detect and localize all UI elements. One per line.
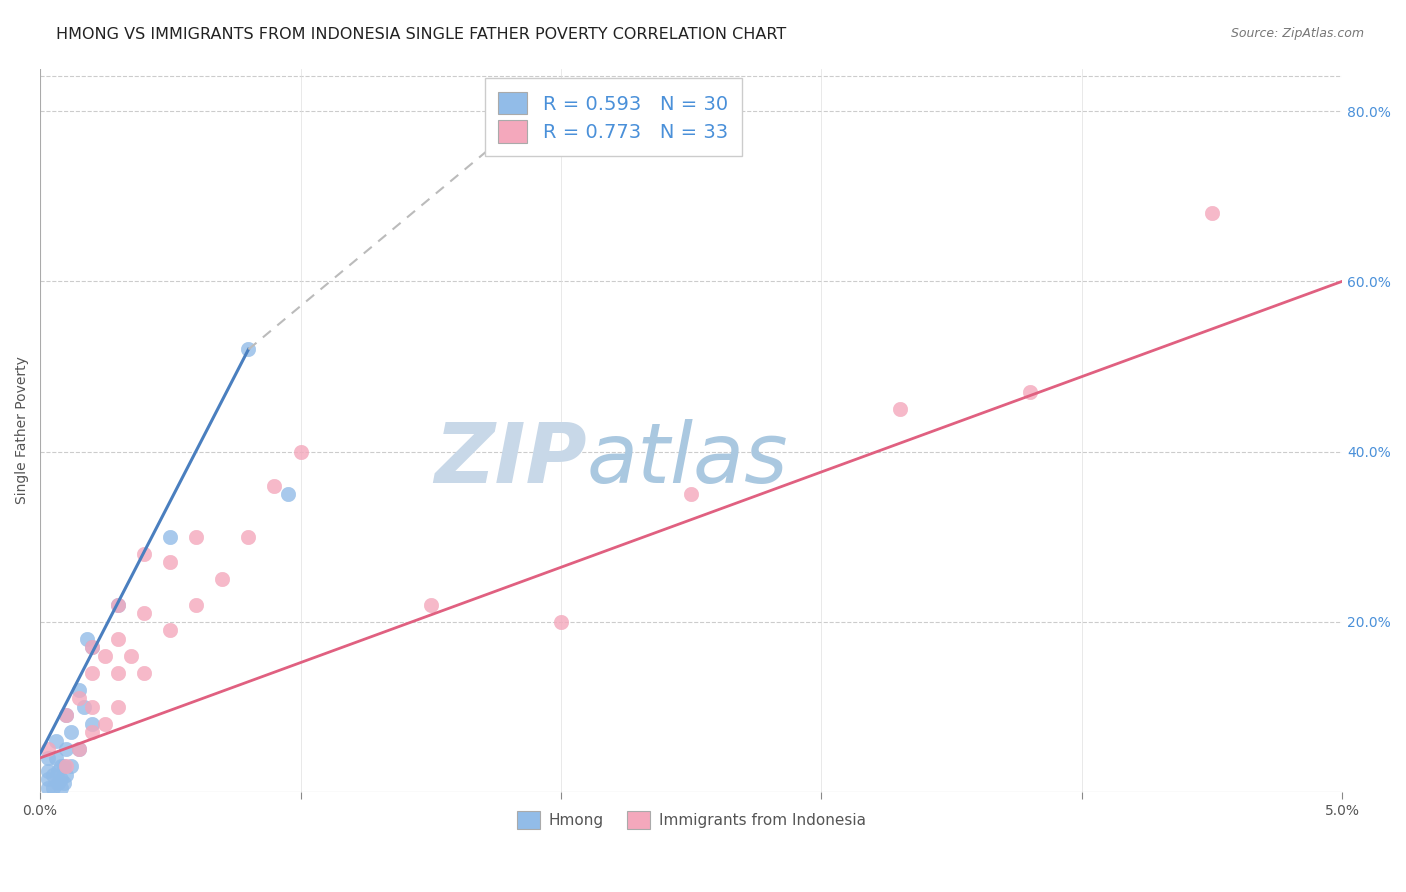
Point <box>67 682 90 697</box>
Point <box>46 776 69 790</box>
Point <box>55 768 77 782</box>
Point <box>159 624 181 638</box>
Point <box>186 598 208 612</box>
Point <box>82 717 104 731</box>
Point <box>550 615 572 629</box>
Point <box>263 478 285 492</box>
Point <box>107 632 129 646</box>
Text: atlas: atlas <box>588 418 789 500</box>
Point <box>82 725 104 739</box>
Point <box>37 751 59 765</box>
Point <box>82 665 104 680</box>
Point <box>46 764 69 778</box>
Point <box>159 555 181 569</box>
Point <box>82 640 104 655</box>
Point <box>186 530 208 544</box>
Point <box>42 780 65 795</box>
Point <box>55 708 77 723</box>
Point <box>238 343 260 357</box>
Point <box>120 648 142 663</box>
Text: HMONG VS IMMIGRANTS FROM INDONESIA SINGLE FATHER POVERTY CORRELATION CHART: HMONG VS IMMIGRANTS FROM INDONESIA SINGL… <box>56 27 786 42</box>
Point <box>37 764 59 778</box>
Point <box>49 772 72 787</box>
Point <box>1018 384 1040 399</box>
Point <box>134 606 156 620</box>
Point <box>290 444 312 458</box>
Point <box>134 547 156 561</box>
Point <box>107 598 129 612</box>
Text: Source: ZipAtlas.com: Source: ZipAtlas.com <box>1230 27 1364 40</box>
Point <box>49 759 72 773</box>
Point <box>238 530 260 544</box>
Point <box>82 699 104 714</box>
Point <box>55 759 77 773</box>
Point <box>107 699 129 714</box>
Point <box>159 530 181 544</box>
Point <box>419 598 441 612</box>
Point <box>37 780 59 795</box>
Point <box>49 780 72 795</box>
Point <box>60 725 83 739</box>
Point <box>67 742 90 756</box>
Point <box>73 699 96 714</box>
Point <box>55 742 77 756</box>
Point <box>82 640 104 655</box>
Point <box>45 751 67 765</box>
Point <box>52 759 75 773</box>
Point <box>67 691 90 706</box>
Point <box>94 648 117 663</box>
Y-axis label: Single Father Poverty: Single Father Poverty <box>15 356 30 504</box>
Point <box>276 487 298 501</box>
Point <box>45 734 67 748</box>
Point <box>67 742 90 756</box>
Point <box>37 772 59 787</box>
Point <box>37 742 59 756</box>
Point <box>94 717 117 731</box>
Point <box>60 759 83 773</box>
Point <box>55 708 77 723</box>
Legend: Hmong, Immigrants from Indonesia: Hmong, Immigrants from Indonesia <box>510 805 872 835</box>
Point <box>134 665 156 680</box>
Text: ZIP: ZIP <box>434 418 588 500</box>
Point <box>211 572 233 586</box>
Point <box>107 598 129 612</box>
Point <box>889 401 911 416</box>
Point <box>52 776 75 790</box>
Point <box>681 487 703 501</box>
Point <box>1201 206 1223 220</box>
Point <box>42 768 65 782</box>
Point <box>76 632 98 646</box>
Point <box>107 665 129 680</box>
